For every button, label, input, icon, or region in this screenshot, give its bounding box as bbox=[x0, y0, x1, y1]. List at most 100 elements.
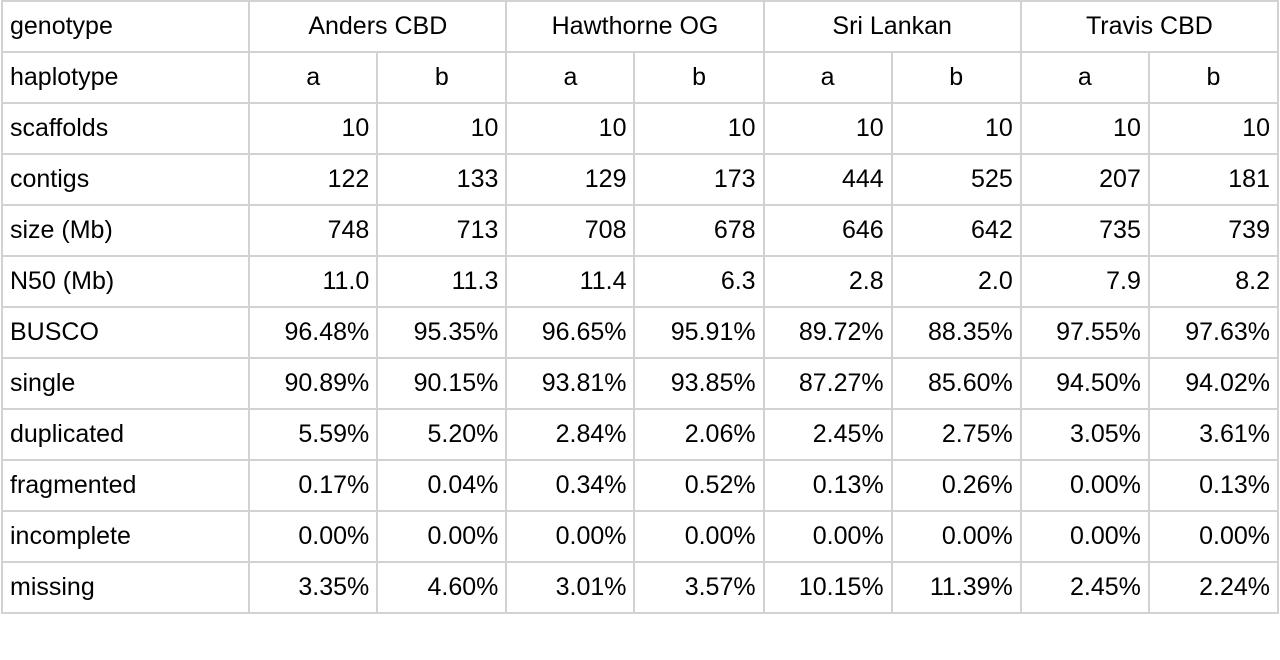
table-cell: 2.45% bbox=[762, 408, 893, 461]
row-label: incomplete bbox=[0, 510, 251, 563]
table-cell: 95.35% bbox=[376, 306, 508, 359]
row-label: duplicated bbox=[0, 408, 251, 461]
table-cell: 207 bbox=[1019, 153, 1150, 206]
haplotype-header-row: haplotype a b a b a b a b bbox=[0, 51, 1280, 104]
table-cell: 0.00% bbox=[248, 510, 379, 563]
table-cell: 87.27% bbox=[762, 357, 893, 410]
row-label: scaffolds bbox=[0, 102, 251, 155]
table-cell: 2.84% bbox=[505, 408, 636, 461]
haplotype-cell: a bbox=[505, 51, 636, 104]
table-row: single 90.89% 90.15% 93.81% 93.85% 87.27% 85.6… bbox=[0, 357, 1280, 410]
table-cell: 2.0 bbox=[890, 255, 1022, 308]
table-cell: 85.60% bbox=[890, 357, 1022, 410]
table-cell: 10 bbox=[505, 102, 636, 155]
table-cell: 89.72% bbox=[762, 306, 893, 359]
table-cell: 10.15% bbox=[762, 561, 893, 614]
genotype-anders-cbd: Anders CBD bbox=[248, 0, 508, 53]
table-cell: 129 bbox=[505, 153, 636, 206]
table-cell: 96.48% bbox=[248, 306, 379, 359]
table-cell: 735 bbox=[1019, 204, 1150, 257]
table-row: fragmented 0.17% 0.04% 0.34% 0.52% 0.13% 0.26%… bbox=[0, 459, 1280, 512]
table-cell: 5.20% bbox=[376, 408, 508, 461]
table-cell: 11.0 bbox=[248, 255, 379, 308]
haplotype-cell: b bbox=[376, 51, 508, 104]
table-cell: 0.00% bbox=[762, 510, 893, 563]
table-cell: 0.13% bbox=[762, 459, 893, 512]
table-cell: 10 bbox=[248, 102, 379, 155]
table-cell: 173 bbox=[633, 153, 765, 206]
genotype-header-row: genotype Anders CBD Hawthorne OG Sri Lan… bbox=[0, 0, 1280, 53]
genotype-label: genotype bbox=[0, 0, 251, 53]
table-cell: 2.8 bbox=[762, 255, 893, 308]
table-row: scaffolds 10 10 10 10 10 10 10 10 bbox=[0, 102, 1280, 155]
table-cell: 11.39% bbox=[890, 561, 1022, 614]
table-cell: 4.60% bbox=[376, 561, 508, 614]
table-cell: 96.65% bbox=[505, 306, 636, 359]
genotype-hawthorne-og: Hawthorne OG bbox=[505, 0, 765, 53]
table-cell: 0.52% bbox=[633, 459, 765, 512]
table-cell: 3.57% bbox=[633, 561, 765, 614]
table-cell: 444 bbox=[762, 153, 893, 206]
table-cell: 10 bbox=[376, 102, 508, 155]
table-cell: 10 bbox=[890, 102, 1022, 155]
table-cell: 97.63% bbox=[1147, 306, 1280, 359]
genotype-travis-cbd: Travis CBD bbox=[1019, 0, 1280, 53]
table-cell: 0.00% bbox=[505, 510, 636, 563]
haplotype-cell: a bbox=[248, 51, 379, 104]
table-cell: 88.35% bbox=[890, 306, 1022, 359]
table-cell: 10 bbox=[762, 102, 893, 155]
table-cell: 678 bbox=[633, 204, 765, 257]
table-cell: 97.55% bbox=[1019, 306, 1150, 359]
table-cell: 90.89% bbox=[248, 357, 379, 410]
table-cell: 94.02% bbox=[1147, 357, 1280, 410]
row-label: fragmented bbox=[0, 459, 251, 512]
table-cell: 708 bbox=[505, 204, 636, 257]
table-cell: 10 bbox=[633, 102, 765, 155]
table-cell: 11.4 bbox=[505, 255, 636, 308]
table-cell: 10 bbox=[1019, 102, 1150, 155]
row-label: missing bbox=[0, 561, 251, 614]
table-cell: 0.17% bbox=[248, 459, 379, 512]
table-cell: 133 bbox=[376, 153, 508, 206]
table-cell: 90.15% bbox=[376, 357, 508, 410]
table-cell: 93.85% bbox=[633, 357, 765, 410]
table-cell: 3.01% bbox=[505, 561, 636, 614]
row-label: single bbox=[0, 357, 251, 410]
table-cell: 7.9 bbox=[1019, 255, 1150, 308]
row-label: N50 (Mb) bbox=[0, 255, 251, 308]
table-row: incomplete 0.00% 0.00% 0.00% 0.00% 0.00% 0.00%… bbox=[0, 510, 1280, 563]
table-cell: 0.34% bbox=[505, 459, 636, 512]
table-row: size (Mb) 748 713 708 678 646 642 735 739 bbox=[0, 204, 1280, 257]
table-cell: 713 bbox=[376, 204, 508, 257]
table-cell: 646 bbox=[762, 204, 893, 257]
haplotype-cell: b bbox=[890, 51, 1022, 104]
table-cell: 748 bbox=[248, 204, 379, 257]
table-cell: 10 bbox=[1147, 102, 1280, 155]
table-cell: 0.00% bbox=[1019, 459, 1150, 512]
table-cell: 8.2 bbox=[1147, 255, 1280, 308]
genotype-sri-lankan: Sri Lankan bbox=[762, 0, 1022, 53]
table-cell: 3.35% bbox=[248, 561, 379, 614]
table-cell: 122 bbox=[248, 153, 379, 206]
table-cell: 5.59% bbox=[248, 408, 379, 461]
table-cell: 11.3 bbox=[376, 255, 508, 308]
row-label: BUSCO bbox=[0, 306, 251, 359]
table-cell: 94.50% bbox=[1019, 357, 1150, 410]
genome-assembly-table: genotype Anders CBD Hawthorne OG Sri Lan… bbox=[0, 0, 1280, 614]
table-cell: 2.45% bbox=[1019, 561, 1150, 614]
table-cell: 3.05% bbox=[1019, 408, 1150, 461]
table-cell: 0.00% bbox=[1019, 510, 1150, 563]
table-cell: 181 bbox=[1147, 153, 1280, 206]
table-cell: 0.26% bbox=[890, 459, 1022, 512]
haplotype-cell: a bbox=[762, 51, 893, 104]
table-cell: 0.00% bbox=[376, 510, 508, 563]
table-row: N50 (Mb) 11.0 11.3 11.4 6.3 2.8 2.0 7.9 8.2 bbox=[0, 255, 1280, 308]
haplotype-cell: a bbox=[1019, 51, 1150, 104]
table-cell: 0.00% bbox=[1147, 510, 1280, 563]
table-row: BUSCO 96.48% 95.35% 96.65% 95.91% 89.72% 88.35… bbox=[0, 306, 1280, 359]
table-cell: 525 bbox=[890, 153, 1022, 206]
haplotype-cell: b bbox=[1147, 51, 1280, 104]
row-label: size (Mb) bbox=[0, 204, 251, 257]
table-cell: 2.06% bbox=[633, 408, 765, 461]
table-cell: 2.75% bbox=[890, 408, 1022, 461]
